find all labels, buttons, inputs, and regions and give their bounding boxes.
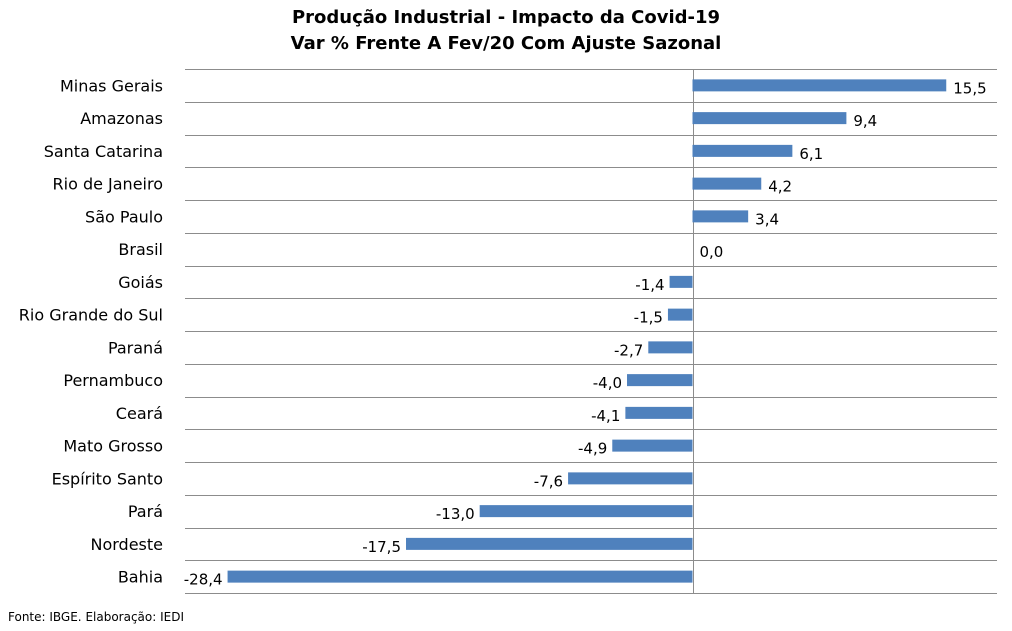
data-label: -13,0 <box>436 505 475 523</box>
bar <box>667 308 693 321</box>
data-label: -17,5 <box>362 538 401 556</box>
data-label: 3,4 <box>755 210 779 228</box>
chart-title-line: Produção Industrial - Impacto da Covid-1… <box>291 7 721 28</box>
category-label: Mato Grosso <box>63 437 163 456</box>
bar <box>627 374 693 387</box>
category-label: Nordeste <box>90 535 163 554</box>
data-label: 9,4 <box>853 112 877 130</box>
bar <box>648 341 693 354</box>
bar <box>406 537 693 550</box>
data-label: -4,0 <box>593 374 622 392</box>
data-label: 15,5 <box>953 79 986 97</box>
category-label: Pernambuco <box>63 371 163 390</box>
category-label: Ceará <box>116 404 163 423</box>
data-label: -1,4 <box>635 276 664 294</box>
data-label: -7,6 <box>534 472 563 490</box>
category-label: Rio Grande do Sul <box>19 306 163 325</box>
category-label: Bahia <box>118 568 163 587</box>
data-label: 0,0 <box>700 243 724 261</box>
bar <box>692 177 762 190</box>
category-label: Pará <box>128 502 163 521</box>
data-label: -28,4 <box>184 571 223 589</box>
category-label: Minas Gerais <box>60 76 163 95</box>
bar <box>692 79 947 92</box>
bar <box>479 505 693 518</box>
bar <box>568 472 693 485</box>
data-label: 6,1 <box>799 145 823 163</box>
source-note: Fonte: IBGE. Elaboração: IEDI <box>8 610 185 624</box>
bar <box>692 210 749 223</box>
category-label: Goiás <box>118 273 163 292</box>
bar <box>625 406 693 419</box>
bar <box>612 439 693 452</box>
category-label: Santa Catarina <box>44 142 163 161</box>
data-label: 4,2 <box>768 178 792 196</box>
data-label: -1,5 <box>634 309 663 327</box>
bar <box>669 275 693 288</box>
category-label: Amazonas <box>80 109 163 128</box>
chart-title: Produção Industrial - Impacto da Covid-1… <box>0 5 1012 57</box>
chart-subtitle-line: Var % Frente A Fev/20 Com Ajuste Sazonal <box>290 33 722 54</box>
data-label: -4,9 <box>578 440 607 458</box>
category-label: Paraná <box>108 338 163 357</box>
bar <box>227 570 693 583</box>
category-label: São Paulo <box>85 207 163 226</box>
category-label: Rio de Janeiro <box>53 175 164 194</box>
data-label: -4,1 <box>591 407 620 425</box>
category-label: Espírito Santo <box>52 469 163 488</box>
category-label: Brasil <box>118 240 163 259</box>
bar <box>692 144 793 157</box>
data-label: -2,7 <box>614 341 643 359</box>
bar <box>692 112 847 125</box>
